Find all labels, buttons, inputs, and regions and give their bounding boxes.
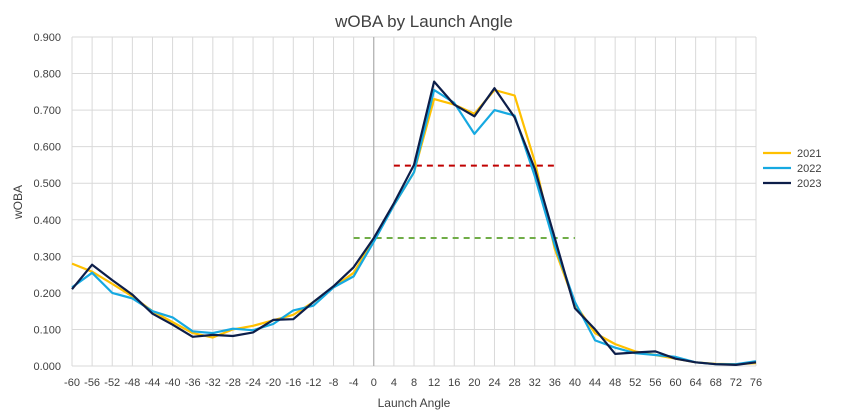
x-tick-label: -32 [205,377,221,389]
x-tick-label: 68 [710,377,722,389]
x-tick-label: 40 [569,377,581,389]
x-axis-tick-labels: -60 -56 -52 -48 -44 -40 -36 -32 -28 -24 -20 -16 -12-… [64,377,762,389]
y-tick-label: 0.300 [33,251,61,263]
x-tick-label: -4 [349,377,359,389]
series-line-2023 [71,80,757,366]
x-tick-label: -52 [104,377,120,389]
x-tick-label: 28 [508,377,520,389]
gridlines [71,36,757,367]
x-tick-label: 64 [690,377,702,389]
y-tick-label: 0.700 [33,105,61,117]
x-tick-label: -40 [165,377,181,389]
x-tick-label: -48 [124,377,140,389]
legend-label: 2021 [797,148,821,160]
x-tick-label: 48 [609,377,621,389]
x-tick-label: -20 [265,377,281,389]
x-tick-label: -44 [145,377,161,389]
y-tick-label: 0.200 [33,288,61,300]
y-tick-label: 0.500 [33,178,61,190]
x-tick-label: -12 [305,377,321,389]
y-tick-label: 0.900 [33,32,61,44]
y-tick-label: 0.800 [33,69,61,81]
x-tick-label: 72 [730,377,742,389]
x-tick-label: 8 [411,377,417,389]
x-tick-label: -16 [285,377,301,389]
x-tick-label: 60 [669,377,681,389]
x-tick-label: 52 [629,377,641,389]
y-axis-tick-labels: 0.000 0.100 0.200 0.300 0.400 0.500 0.600 0.700… [33,32,61,373]
legend-label: 2023 [797,178,821,190]
x-tick-label: -24 [245,377,261,389]
x-tick-label: 20 [468,377,480,389]
y-axis-title: wOBA [11,185,25,220]
y-tick-label: 0.100 [33,324,61,336]
x-tick-label: 56 [649,377,661,389]
chart-title: wOBA by Launch Angle [334,12,513,31]
series-line-2022 [71,88,757,366]
x-tick-label: -36 [185,377,201,389]
x-tick-label: 76 [750,377,762,389]
x-tick-label: 12 [428,377,440,389]
x-tick-label: -56 [84,377,100,389]
x-tick-label: 32 [529,377,541,389]
reference-lines [353,164,575,240]
x-tick-label: -28 [225,377,241,389]
y-tick-label: 0.400 [33,215,61,227]
x-tick-label: -60 [64,377,80,389]
y-tick-label: 0.000 [33,361,61,373]
series-lines [71,80,757,366]
legend-label: 2022 [797,163,821,175]
x-tick-label: 44 [589,377,601,389]
x-tick-label: 24 [488,377,500,389]
x-tick-label: 16 [448,377,460,389]
x-axis-title: Launch Angle [378,396,451,410]
x-tick-label: -8 [329,377,339,389]
x-tick-label: 36 [549,377,561,389]
legend: 2021 2022 2023 [763,148,821,190]
y-tick-label: 0.600 [33,142,61,154]
x-tick-label: 0 [371,377,377,389]
x-tick-label: 4 [391,377,397,389]
